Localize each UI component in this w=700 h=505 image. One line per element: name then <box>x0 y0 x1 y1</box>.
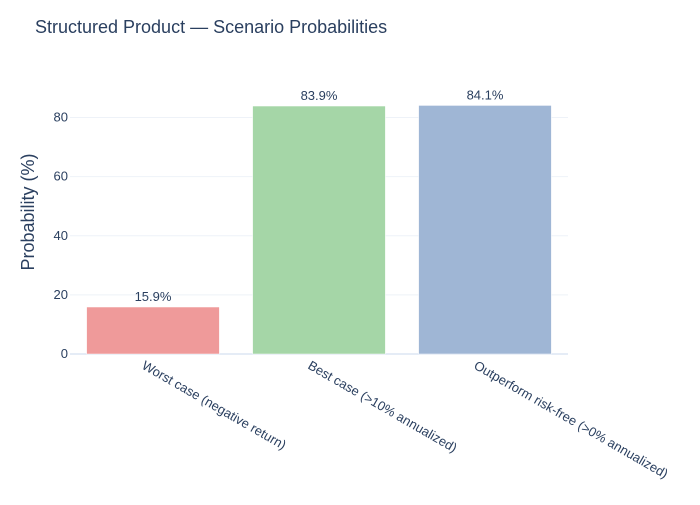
bar-data-label: 83.9% <box>301 88 338 103</box>
x-axis-ticks: Worst case (negative return) Best case (>… <box>140 358 671 482</box>
y-tick-label: 40 <box>54 228 68 243</box>
chart-title: Structured Product — Scenario Probabilit… <box>35 17 388 37</box>
y-tick-label: 80 <box>54 110 68 125</box>
bar-data-label: 15.9% <box>135 289 172 304</box>
bar-data-label: 84.1% <box>467 87 504 102</box>
data-labels: 15.9% 83.9% 84.1% <box>135 87 504 304</box>
y-axis-label: Probability (%) <box>18 153 38 270</box>
x-tick-label: Best case (>10% annualized) <box>306 358 460 456</box>
x-tick-label: Worst case (negative return) <box>140 358 289 453</box>
bars <box>86 105 552 355</box>
y-tick-label: 20 <box>54 287 68 302</box>
bar[interactable] <box>252 105 386 355</box>
x-tick-label: Outperform risk-free (>0% annualized) <box>472 358 671 482</box>
y-tick-label: 0 <box>61 346 68 361</box>
bar[interactable] <box>418 105 552 355</box>
y-tick-label: 60 <box>54 169 68 184</box>
bar[interactable] <box>86 306 220 355</box>
y-axis-ticks: 0 20 40 60 80 <box>54 110 68 361</box>
